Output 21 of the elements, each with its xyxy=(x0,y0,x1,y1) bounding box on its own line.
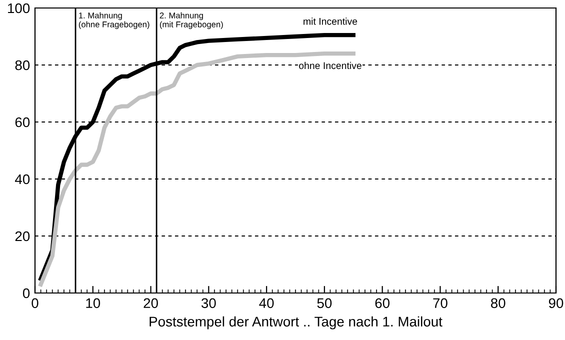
y-tick-label: 40 xyxy=(15,174,30,184)
y-tick-label: 80 xyxy=(15,60,30,70)
y-tick-label: 20 xyxy=(15,231,30,242)
y-tick-label: 0 xyxy=(22,288,30,298)
y-tick-label: 100 xyxy=(8,3,30,14)
x-tick-label: 80 xyxy=(490,298,506,308)
x-tick-label: 10 xyxy=(86,298,100,308)
x-axis-title: Poststempel der Antwort .. Tage nach 1. Mailout xyxy=(150,316,442,330)
x-tick-label: 20 xyxy=(144,298,158,308)
x-tick-label: 90 xyxy=(548,298,564,308)
x-tick-label: 60 xyxy=(375,298,390,308)
x-tick-label: 70 xyxy=(433,298,448,308)
ref-line-label: 2. Mahnung (mit Fragebogen) xyxy=(160,12,223,30)
x-tick-label: 30 xyxy=(201,298,216,308)
x-tick-label: 50 xyxy=(317,298,332,308)
series-label: ohne Incentive xyxy=(299,62,362,70)
ref-line-label: 1. Mahnung (ohne Fragebogen) xyxy=(78,12,150,30)
series-label: mit Incentive xyxy=(304,18,358,25)
x-tick-label: 0 xyxy=(32,298,38,308)
y-tick-label: 60 xyxy=(15,117,30,128)
x-tick-label: 40 xyxy=(259,298,274,308)
